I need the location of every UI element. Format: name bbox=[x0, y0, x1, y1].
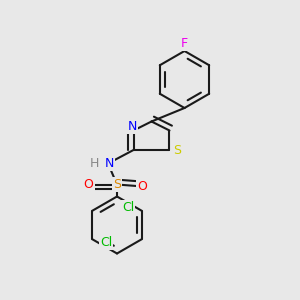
Text: S: S bbox=[113, 178, 121, 191]
Text: Cl: Cl bbox=[100, 236, 112, 249]
Text: O: O bbox=[84, 178, 93, 191]
Text: Cl: Cl bbox=[122, 201, 134, 214]
Text: H: H bbox=[90, 157, 99, 170]
Text: S: S bbox=[173, 143, 181, 157]
Text: F: F bbox=[181, 37, 188, 50]
Text: N: N bbox=[127, 119, 137, 133]
Text: O: O bbox=[138, 179, 147, 193]
Text: N: N bbox=[105, 157, 114, 170]
